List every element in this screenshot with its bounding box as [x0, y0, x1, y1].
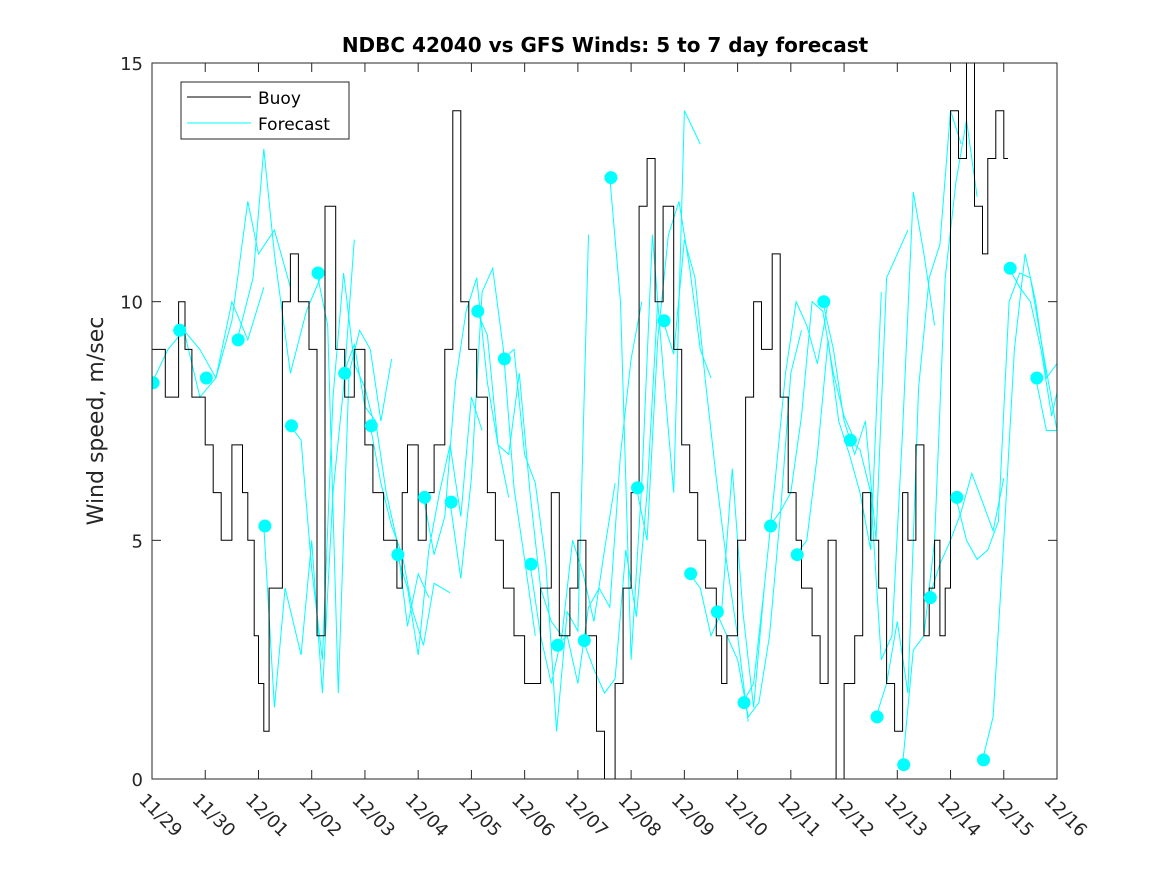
- forecast-marker: [870, 710, 884, 724]
- forecast-line-22: [769, 300, 856, 527]
- forecast-line-9: [423, 277, 510, 555]
- forecast-marker: [684, 567, 698, 581]
- forecast-marker: [311, 266, 325, 280]
- forecast-line-14: [556, 301, 643, 684]
- forecast-marker: [631, 481, 644, 495]
- forecast-marker: [1003, 261, 1017, 275]
- legend-box: [180, 81, 350, 140]
- forecast-line-16: [609, 110, 701, 660]
- forecast-line-12: [503, 234, 589, 732]
- y-tick-label: 5: [132, 531, 143, 552]
- forecast-marker: [577, 634, 591, 648]
- forecast-line-25: [849, 191, 936, 660]
- forecast-marker: [764, 519, 778, 533]
- forecast-marker: [471, 304, 485, 318]
- forecast-line-20: [715, 330, 802, 719]
- forecast-marker: [950, 490, 964, 504]
- forecast-marker: [897, 758, 911, 772]
- forecast-line-0: [152, 287, 265, 399]
- forecast-line-21: [742, 299, 829, 703]
- forecast-marker: [657, 314, 671, 328]
- forecast-line-26: [875, 110, 962, 718]
- forecast-line-24: [822, 229, 909, 541]
- forecast-marker: [923, 591, 937, 605]
- forecast-line-8: [396, 396, 483, 655]
- buoy-line: [152, 63, 1008, 779]
- forecast-marker: [391, 548, 405, 562]
- forecast-marker: [710, 605, 724, 619]
- forecast-line-23: [795, 292, 882, 555]
- forecast-marker: [199, 371, 213, 385]
- forecast-line-1: [183, 201, 291, 380]
- forecast-line-13: [529, 483, 616, 684]
- legend-label-buoy: Buoy: [258, 89, 301, 109]
- forecast-line-2: [236, 148, 323, 374]
- forecast-marker: [790, 548, 804, 562]
- forecast-line-28: [928, 471, 1005, 598]
- legend: Buoy Forecast: [180, 81, 350, 140]
- forecast-line-7: [369, 425, 451, 646]
- forecast-line-4: [289, 272, 377, 660]
- forecast-line-3: [263, 239, 355, 708]
- forecast-marker: [152, 376, 160, 390]
- forecast-line-32: [1035, 377, 1057, 431]
- forecast-marker: [418, 490, 432, 504]
- legend-label-forecast: Forecast: [258, 115, 330, 135]
- axes-box: [151, 62, 1058, 780]
- forecast-marker: [737, 696, 751, 710]
- forecast-marker: [524, 557, 538, 571]
- forecast-marker: [285, 419, 298, 433]
- forecast-line-11: [476, 310, 563, 637]
- forecast-marker: [231, 333, 245, 347]
- plot-area: [152, 63, 1057, 779]
- forecast-line-30: [982, 253, 1057, 761]
- forecast-marker: [1030, 371, 1044, 385]
- forecast-marker: [444, 495, 458, 509]
- forecast-marker: [551, 638, 565, 652]
- forecast-line-15: [582, 301, 659, 695]
- chart-title: NDBC 42040 vs GFS Winds: 5 to 7 day fore…: [342, 33, 869, 57]
- forecast-marker: [604, 171, 618, 185]
- forecast-marker: [258, 519, 272, 533]
- forecast-line-29: [955, 272, 1057, 561]
- forecast-line-10: [449, 266, 536, 636]
- forecast-line-19: [689, 468, 765, 708]
- y-tick-label: 0: [132, 770, 143, 791]
- y-tick-label: 10: [120, 293, 143, 314]
- forecast-line-6: [343, 342, 430, 627]
- forecast-marker: [497, 352, 511, 366]
- forecast-marker: [173, 323, 187, 337]
- forecast-marker: [977, 753, 990, 767]
- forecast-marker: [817, 295, 831, 309]
- forecast-marker: [843, 433, 857, 447]
- forecast-marker: [364, 419, 378, 433]
- forecast-line-18: [662, 239, 749, 722]
- forecast-line-27: [902, 120, 978, 765]
- forecast-marker: [338, 366, 352, 380]
- y-axis-label: Wind speed, m/sec: [84, 317, 109, 526]
- forecast-line-31: [1008, 268, 1057, 417]
- y-tick-label: 15: [120, 54, 143, 75]
